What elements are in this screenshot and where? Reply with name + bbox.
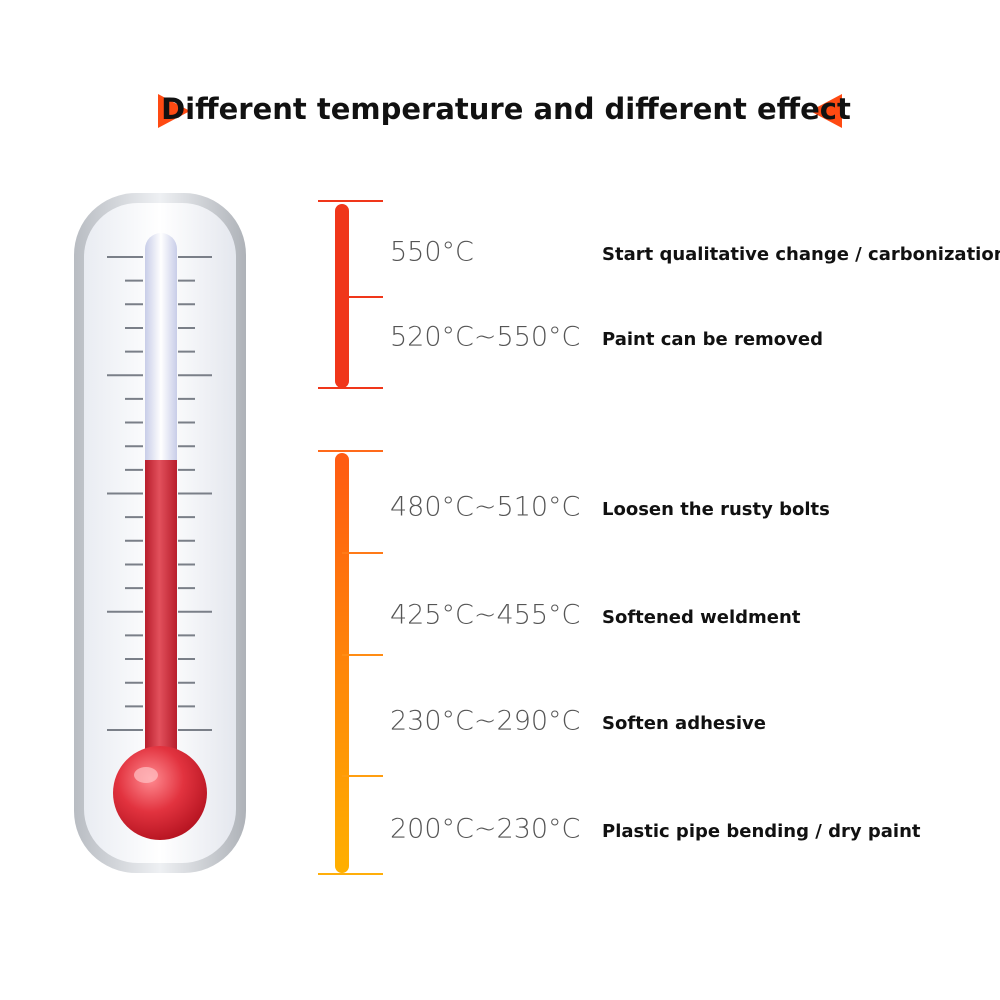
range-bars bbox=[318, 200, 383, 875]
effect: Plastic pipe bending / dry paint bbox=[602, 821, 921, 842]
bulb-highlight bbox=[134, 767, 158, 783]
title: Different temperature and different effe… bbox=[161, 92, 851, 126]
title-arrow bbox=[158, 94, 190, 128]
temperature: 230°C~290°C bbox=[390, 706, 580, 737]
temperature: 425°C~455°C bbox=[390, 600, 580, 631]
thermometer bbox=[74, 193, 246, 873]
bulb bbox=[113, 746, 207, 840]
temperature: 480°C~510°C bbox=[390, 492, 580, 523]
temperature: 520°C~550°C bbox=[390, 322, 580, 353]
range-bar bbox=[335, 453, 349, 873]
effect: Paint can be removed bbox=[602, 329, 823, 350]
temperature: 550°C bbox=[390, 237, 474, 268]
effect: Softened weldment bbox=[602, 607, 801, 628]
temperature: 200°C~230°C bbox=[390, 814, 580, 845]
effect: Loosen the rusty bolts bbox=[602, 499, 830, 520]
rows: 550°C Start qualitative change / carboniz… bbox=[390, 237, 1000, 845]
effect: Start qualitative change / carbonization bbox=[602, 244, 1000, 265]
effect: Soften adhesive bbox=[602, 713, 766, 734]
mercury bbox=[145, 460, 177, 780]
title-arrow bbox=[810, 94, 842, 128]
